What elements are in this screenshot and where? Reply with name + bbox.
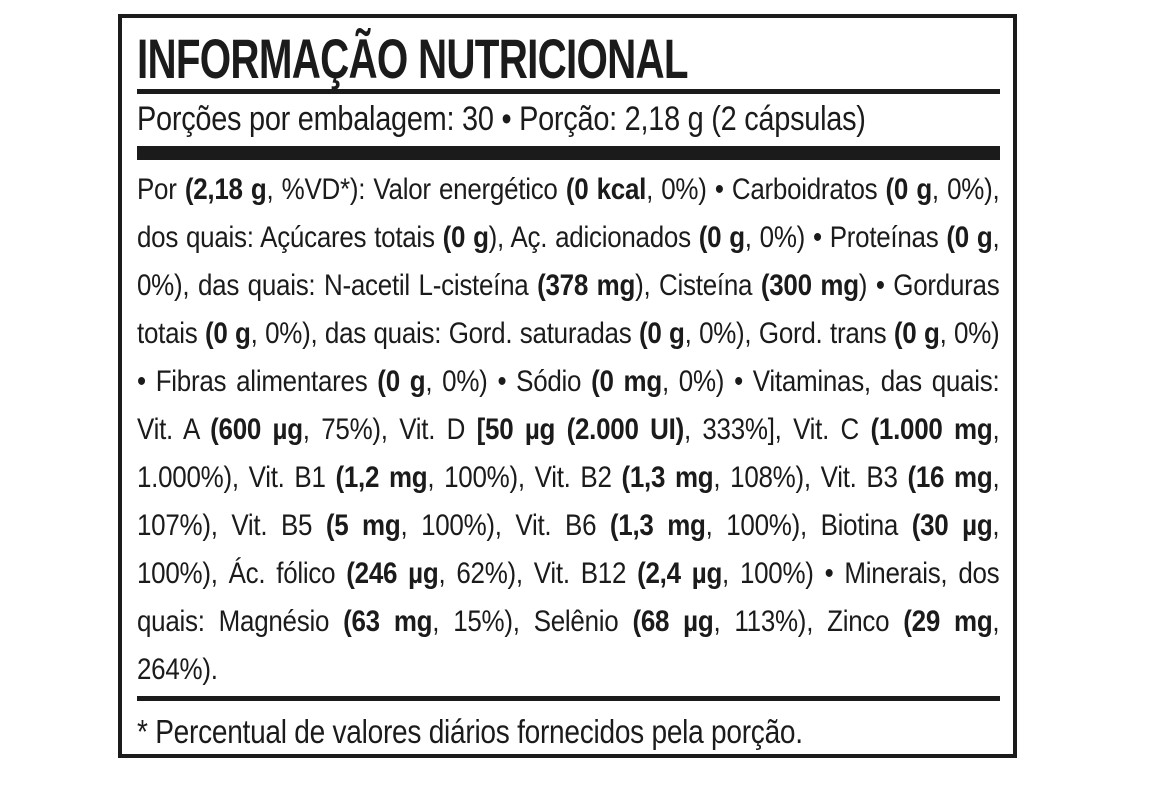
nutrients-paragraph: Por (2,18 g, %VD*): Valor energético (0 … [137,173,1000,686]
nutrition-facts-panel: INFORMAÇÃO NUTRICIONAL Porções por embal… [118,14,1017,758]
serving-info: Porções por embalagem: 30 • Porção: 2,18… [137,100,866,138]
panel-title: INFORMAÇÃO NUTRICIONAL [137,27,689,90]
daily-value-footnote: * Percentual de valores diários fornecid… [137,713,803,750]
footnote-divider [137,696,1000,701]
header-divider-bar [137,146,1000,160]
title-divider [137,89,1000,94]
